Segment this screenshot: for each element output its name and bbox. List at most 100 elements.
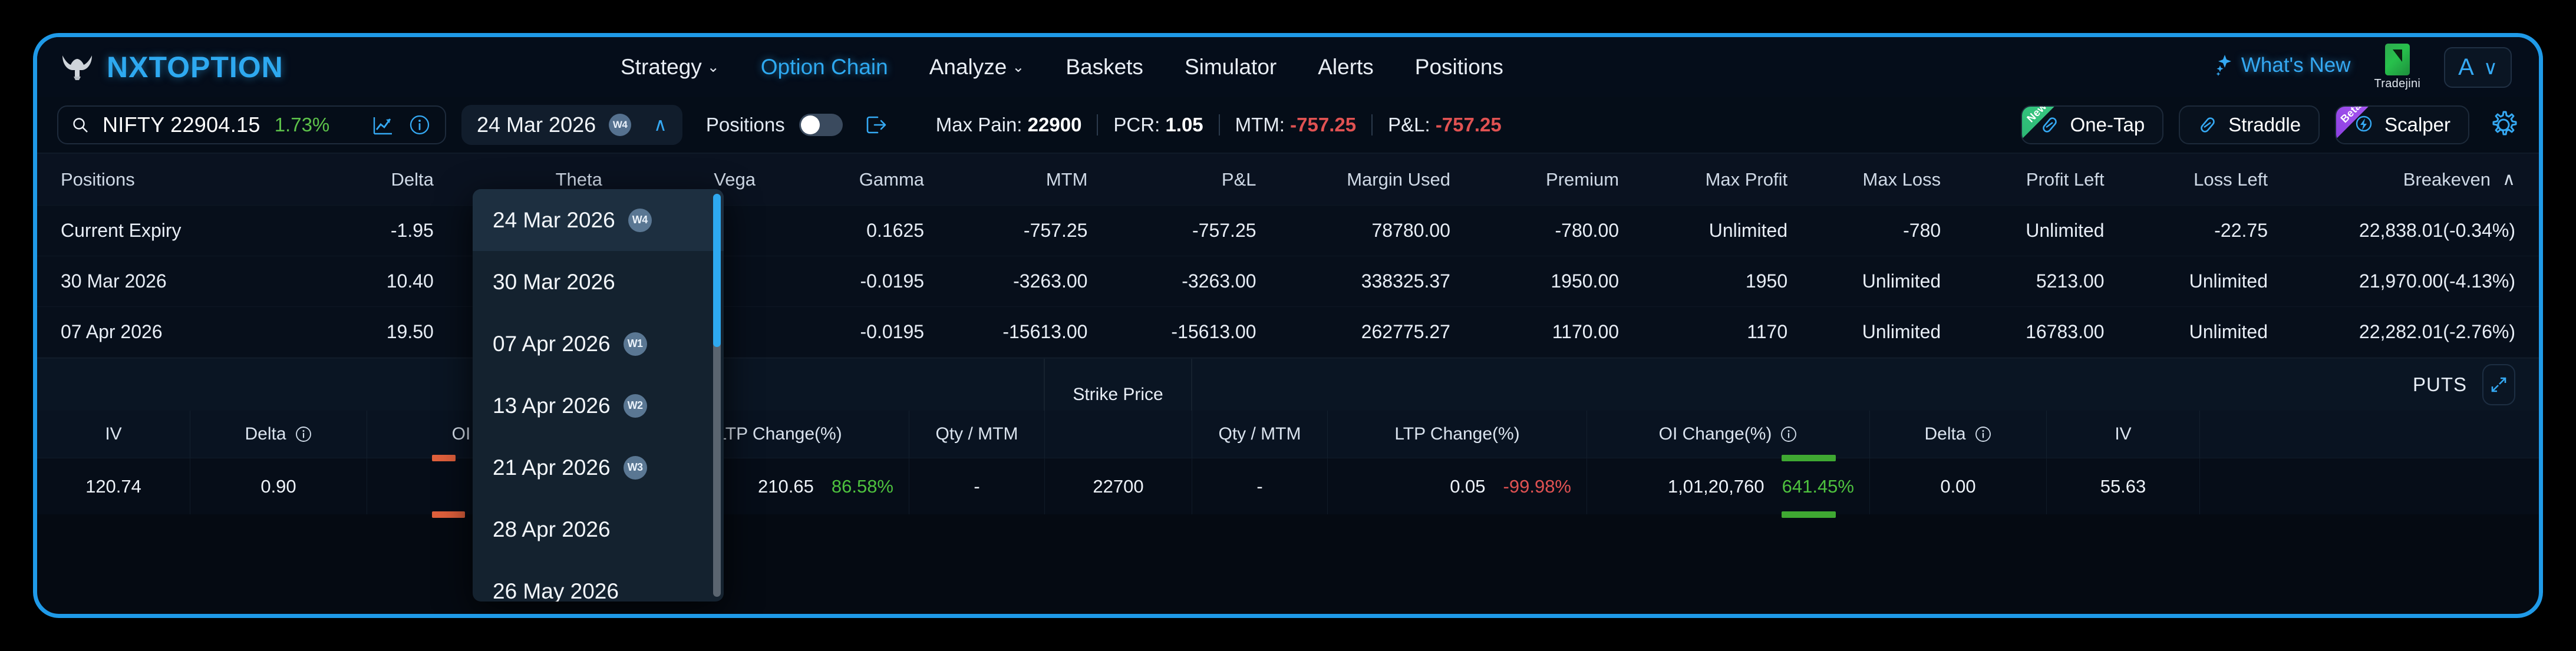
col-breakeven[interactable]: Breakeven ∧ bbox=[2268, 169, 2515, 190]
positions-table-header: Positions Delta Theta Vega Gamma MTM P&L… bbox=[37, 154, 2539, 206]
main-toolbar: NIFTY 22904.15 1.73% 24 Mar 2 bbox=[37, 97, 2539, 154]
line-chart-icon[interactable] bbox=[372, 114, 394, 136]
broker-badge[interactable]: Tradejini bbox=[2374, 44, 2420, 91]
stat-pcr-label: PCR: bbox=[1113, 114, 1160, 136]
cell-call-delta: 0.90 bbox=[190, 458, 367, 514]
expiry-option-24-mar-2026[interactable]: 24 Mar 2026 W4 bbox=[473, 189, 724, 251]
info-circle-icon[interactable] bbox=[1974, 425, 1992, 443]
col-put-ltp-change[interactable]: LTP Change(%) bbox=[1328, 411, 1587, 458]
main-nav: Strategy ⌄ Option Chain Analyze ⌄ Basket… bbox=[621, 55, 2215, 80]
cell-delta: 10.40 bbox=[386, 270, 434, 292]
expiry-option-21-apr-2026[interactable]: 21 Apr 2026 W3 bbox=[473, 437, 724, 498]
scalper-button[interactable]: Beta Scalper bbox=[2335, 105, 2469, 144]
col-pl[interactable]: P&L bbox=[1221, 168, 1256, 190]
col-put-qty-mtm[interactable]: Qty / MTM bbox=[1192, 411, 1328, 458]
col-positions[interactable]: Positions bbox=[61, 168, 135, 190]
cell-pl: -757.25 bbox=[1192, 220, 1256, 241]
table-row[interactable]: 07 Apr 2026 19.50 1007. -0.0195 -15613.0… bbox=[37, 307, 2539, 358]
col-call-delta[interactable]: Delta bbox=[190, 411, 367, 458]
nav-item-strategy[interactable]: Strategy ⌄ bbox=[621, 55, 720, 80]
positions-toggle-switch[interactable] bbox=[799, 114, 843, 136]
col-profit-left[interactable]: Profit Left bbox=[2026, 168, 2105, 190]
tradejini-logo-icon bbox=[2384, 44, 2410, 75]
logout-icon[interactable] bbox=[864, 113, 888, 137]
stat-mtm: MTM: -757.25 bbox=[1220, 114, 1371, 136]
symbol-search-box[interactable]: NIFTY 22904.15 1.73% bbox=[57, 105, 446, 144]
cell-profit-left: 5213.00 bbox=[2036, 270, 2105, 292]
cell-margin-used: 262775.27 bbox=[1361, 321, 1450, 342]
cell-put-qty-mtm: - bbox=[1192, 458, 1328, 514]
positions-toggle-label: Positions bbox=[705, 114, 785, 136]
straddle-button[interactable]: Straddle bbox=[2179, 105, 2320, 144]
expiry-option-label: 24 Mar 2026 bbox=[493, 207, 615, 232]
col-put-iv[interactable]: IV bbox=[2047, 411, 2200, 458]
stat-divider bbox=[1218, 114, 1220, 136]
nav-item-baskets[interactable]: Baskets bbox=[1066, 55, 1143, 80]
nav-item-option-chain[interactable]: Option Chain bbox=[761, 55, 888, 80]
col-call-ltp-change[interactable]: LTP Change(%) bbox=[650, 411, 909, 458]
whats-new-button[interactable]: What's New bbox=[2215, 54, 2351, 81]
put-ltp-values: 0.05 -99.98% bbox=[1328, 476, 1587, 497]
col-call-qty-mtm[interactable]: Qty / MTM bbox=[909, 411, 1045, 458]
cell-loss-left: Unlimited bbox=[2189, 270, 2268, 292]
col-put-delta[interactable]: Delta bbox=[1870, 411, 2047, 458]
expiry-option-label: 21 Apr 2026 bbox=[493, 455, 611, 480]
whats-new-label: What's New bbox=[2241, 54, 2351, 77]
cell-put-oi-value: 1,01,20,760 bbox=[1667, 475, 1764, 497]
one-tap-button[interactable]: New One-Tap bbox=[2020, 105, 2164, 144]
expiry-option-30-mar-2026[interactable]: 30 Mar 2026 bbox=[473, 251, 724, 313]
expiry-selector-button[interactable]: 24 Mar 2026 W4 ∧ bbox=[461, 105, 682, 145]
info-circle-icon[interactable] bbox=[1780, 425, 1797, 443]
col-max-loss[interactable]: Max Loss bbox=[1862, 168, 1941, 190]
stat-max-pain-label: Max Pain: bbox=[935, 114, 1023, 136]
table-row[interactable]: 30 Mar 2026 10.40 1214. -0.0195 -3263.00… bbox=[37, 256, 2539, 307]
call-ltp-values: 210.65 86.58% bbox=[650, 476, 909, 497]
brand-logo[interactable]: NXTOPTION bbox=[37, 50, 621, 84]
col-max-profit[interactable]: Max Profit bbox=[1705, 168, 1788, 190]
one-tap-label: One-Tap bbox=[2070, 114, 2145, 136]
col-loss-left[interactable]: Loss Left bbox=[2194, 168, 2268, 190]
nav-item-positions[interactable]: Positions bbox=[1415, 55, 1503, 80]
stat-pl: P&L: -757.25 bbox=[1373, 114, 1517, 136]
expiry-option-28-apr-2026[interactable]: 28 Apr 2026 bbox=[473, 498, 724, 560]
table-row[interactable]: Current Expiry -1.95 -7115. 0.1625 -757.… bbox=[37, 206, 2539, 256]
col-gamma[interactable]: Gamma bbox=[859, 168, 925, 190]
expand-icon[interactable] bbox=[2482, 364, 2515, 405]
nav-label-alerts: Alerts bbox=[1318, 55, 1374, 79]
gear-icon[interactable] bbox=[2488, 110, 2519, 140]
col-premium[interactable]: Premium bbox=[1546, 168, 1620, 190]
call-oi-bar bbox=[432, 511, 465, 518]
strike-price-header: Strike Price bbox=[1045, 359, 1192, 411]
option-chain-row[interactable]: 120.74 0.90 21,95,0 -40.40% 210.65 86.58… bbox=[37, 455, 2539, 518]
chevron-down-icon: ∨ bbox=[2483, 56, 2498, 78]
positions-toggle-group: Positions bbox=[706, 114, 843, 136]
nav-label-strategy: Strategy bbox=[621, 55, 702, 79]
col-delta[interactable]: Delta bbox=[391, 168, 434, 190]
positions-table: Positions Delta Theta Vega Gamma MTM P&L… bbox=[37, 154, 2539, 358]
nav-item-simulator[interactable]: Simulator bbox=[1185, 55, 1277, 80]
nav-item-analyze[interactable]: Analyze ⌄ bbox=[929, 55, 1025, 80]
col-call-iv[interactable]: IV bbox=[37, 411, 190, 458]
cell-call-qty-mtm: - bbox=[909, 458, 1045, 514]
cell-gamma: 0.1625 bbox=[866, 220, 925, 241]
info-circle-icon[interactable] bbox=[295, 425, 312, 443]
nav-label-option-chain: Option Chain bbox=[760, 55, 888, 79]
col-mtm[interactable]: MTM bbox=[1045, 168, 1088, 190]
dropdown-scrollbar[interactable] bbox=[713, 194, 721, 597]
expiry-option-07-apr-2026[interactable]: 07 Apr 2026 W1 bbox=[473, 313, 724, 375]
nav-item-alerts[interactable]: Alerts bbox=[1318, 55, 1374, 80]
expiry-dropdown-menu[interactable]: 24 Mar 2026 W4 30 Mar 2026 07 Apr 2026 W… bbox=[473, 189, 724, 602]
account-menu-button[interactable]: A ∨ bbox=[2444, 47, 2512, 88]
expiry-option-26-may-2026[interactable]: 26 May 2026 bbox=[473, 560, 724, 602]
col-margin-used[interactable]: Margin Used bbox=[1347, 168, 1450, 190]
info-circle-icon[interactable] bbox=[408, 114, 431, 136]
cell-max-loss: Unlimited bbox=[1862, 321, 1941, 342]
strike-price-label: Strike Price bbox=[1073, 385, 1163, 404]
col-theta[interactable]: Theta bbox=[555, 168, 602, 190]
expiry-option-13-apr-2026[interactable]: 13 Apr 2026 W2 bbox=[473, 375, 724, 437]
dropdown-scrollbar-thumb[interactable] bbox=[713, 194, 721, 347]
col-vega[interactable]: Vega bbox=[714, 168, 756, 190]
col-put-oi-change[interactable]: OI Change(%) bbox=[1587, 411, 1870, 458]
brand-name: NXTOPTION bbox=[107, 51, 283, 84]
cell-put-ltp-change: -99.98% bbox=[1503, 475, 1571, 497]
